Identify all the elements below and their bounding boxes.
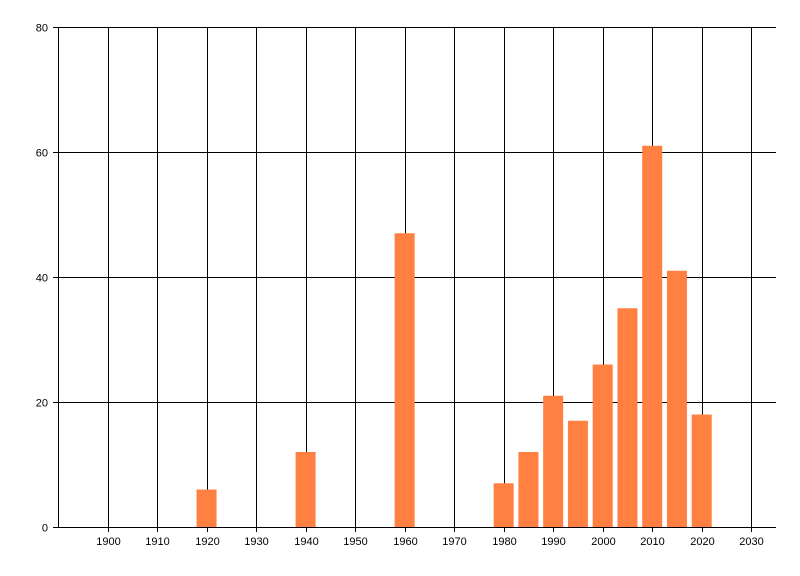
- bar-2000: [592, 364, 613, 527]
- x-tick-label-1930: 1930: [244, 536, 268, 548]
- tick-labels: 0 20 40 60 80 1900 1910 1920 1930 1940 1950 1960 197…: [36, 23, 764, 549]
- x-tick-label-2010: 2010: [640, 536, 664, 548]
- bar-1980: [493, 483, 514, 527]
- x-tick-label-1920: 1920: [195, 536, 219, 548]
- bar-1940: [295, 452, 316, 527]
- bar-2005: [617, 308, 638, 527]
- bar-2010: [642, 145, 663, 527]
- x-tick-label-2020: 2020: [690, 536, 714, 548]
- bar-1960: [394, 233, 415, 527]
- y-tick-label-40: 40: [36, 273, 48, 285]
- x-tick-label-1900: 1900: [96, 536, 120, 548]
- x-tick-label-2030: 2030: [739, 536, 763, 548]
- x-tick-label-2000: 2000: [591, 536, 615, 548]
- bar-1920: [196, 489, 217, 527]
- x-tick-label-1990: 1990: [541, 536, 565, 548]
- x-tick-label-1970: 1970: [442, 536, 466, 548]
- bar-2015: [666, 270, 687, 527]
- x-tick-label-1950: 1950: [343, 536, 367, 548]
- x-tick-label-1980: 1980: [492, 536, 516, 548]
- y-tick-label-20: 20: [36, 398, 48, 410]
- y-tick-label-0: 0: [42, 523, 48, 535]
- x-tick-label-1940: 1940: [294, 536, 318, 548]
- bar-1995: [567, 420, 588, 527]
- bar-2020: [691, 414, 712, 527]
- x-tick-label-1910: 1910: [145, 536, 169, 548]
- bars: [196, 145, 712, 527]
- y-tick-label-60: 60: [36, 148, 48, 160]
- y-tick-label-80: 80: [36, 23, 48, 35]
- axes: [53, 27, 776, 532]
- x-tick-label-1960: 1960: [393, 536, 417, 548]
- bar-1985: [518, 452, 539, 527]
- bar-1990: [543, 395, 564, 527]
